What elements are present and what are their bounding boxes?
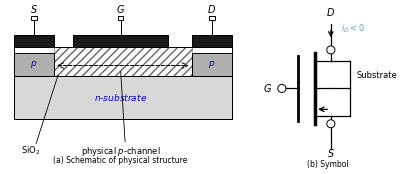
Bar: [14, 47, 231, 119]
Text: $S$: $S$: [30, 3, 38, 15]
Bar: [14, 53, 54, 76]
Text: SiO$_2$: SiO$_2$: [21, 145, 40, 157]
Text: $D$: $D$: [206, 3, 216, 15]
Bar: [14, 76, 231, 119]
Bar: [208, 16, 214, 20]
Text: $D$: $D$: [325, 6, 335, 18]
Bar: [31, 16, 37, 20]
Bar: [117, 16, 123, 20]
Text: $G$: $G$: [116, 3, 125, 15]
Bar: [191, 53, 231, 76]
Bar: [73, 35, 168, 47]
Text: Substrate: Substrate: [356, 71, 397, 80]
Text: $p$: $p$: [208, 59, 215, 70]
Bar: [54, 47, 191, 76]
Circle shape: [326, 120, 334, 128]
Text: physical $p$-channel: physical $p$-channel: [81, 145, 160, 158]
Text: (b) Symbol: (b) Symbol: [306, 160, 348, 169]
Text: $S$: $S$: [326, 147, 334, 159]
Bar: [14, 35, 54, 47]
Circle shape: [277, 84, 285, 92]
Text: $p$: $p$: [30, 59, 38, 70]
Circle shape: [326, 46, 334, 54]
Text: (a) Schematic of physical structure: (a) Schematic of physical structure: [53, 156, 187, 165]
Bar: [191, 35, 231, 47]
Text: $G$: $G$: [262, 82, 271, 94]
Text: $i_D < 0$: $i_D < 0$: [340, 23, 364, 35]
Bar: [54, 47, 191, 76]
Text: $n$-substrate: $n$-substrate: [94, 92, 147, 103]
